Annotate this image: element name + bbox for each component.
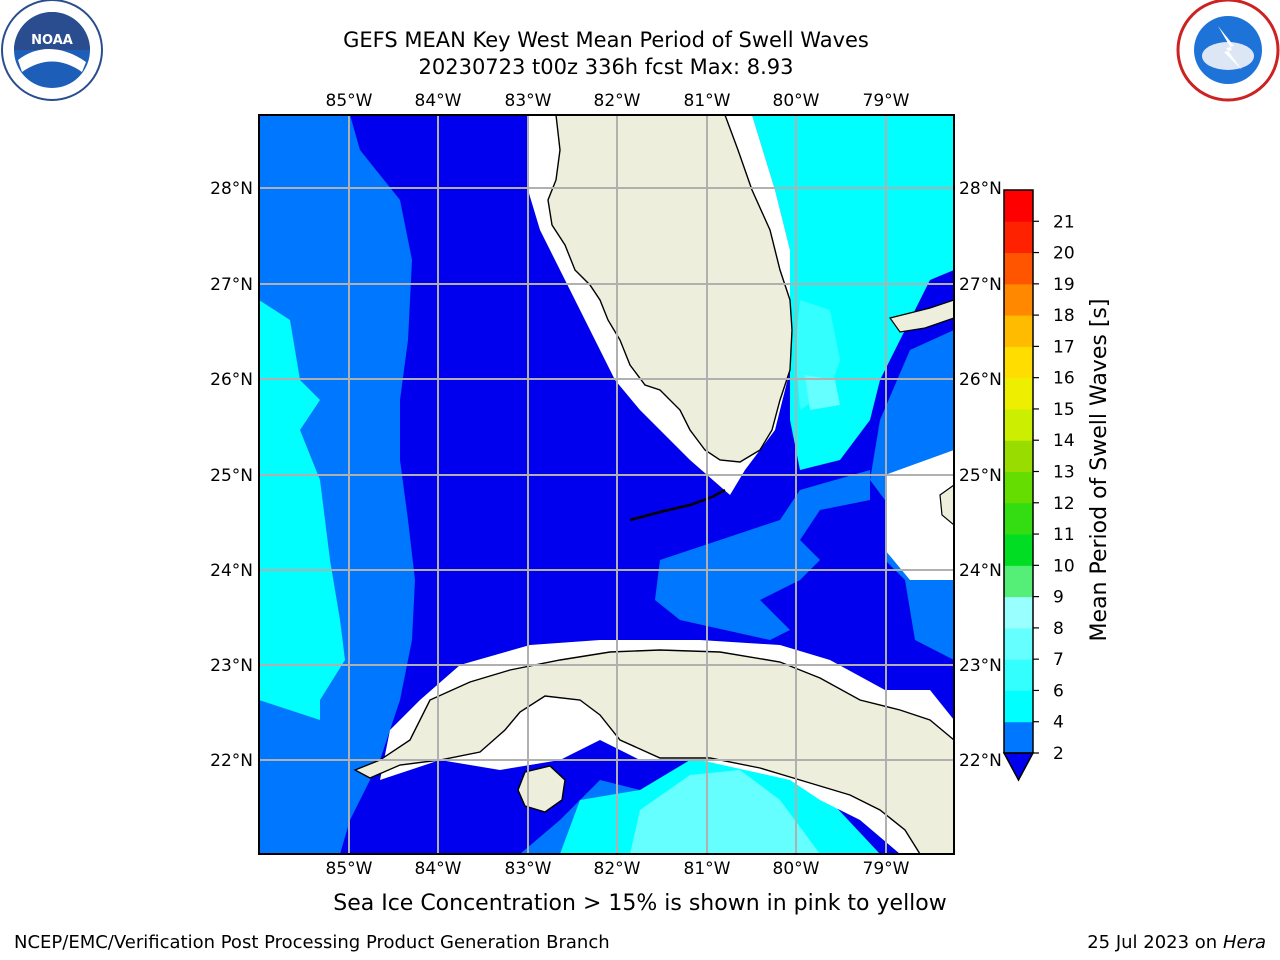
- contour-7-8s-south: [630, 770, 820, 854]
- colorbar-tick-label: 15: [1053, 400, 1075, 420]
- colorbar-tick-label: 11: [1053, 525, 1075, 545]
- colorbar-swatch: [1004, 283, 1033, 316]
- colorbar-swatch: [1004, 534, 1033, 566]
- date-text: 25 Jul 2023 on: [1087, 932, 1223, 953]
- colorbar-tick-label: 2: [1053, 744, 1064, 764]
- lat-tick-left: 24°N: [210, 561, 253, 581]
- lat-tick-left: 23°N: [210, 656, 253, 676]
- noaa-logo: NOAA: [1, 0, 103, 101]
- colorbar-tick-label: 16: [1053, 369, 1075, 389]
- colorbar-tick-label: 12: [1053, 494, 1075, 514]
- map-frame: [258, 114, 955, 855]
- colorbar-swatch: [1004, 502, 1033, 535]
- colorbar-swatch: [1004, 471, 1033, 504]
- colorbar-swatch: [1004, 721, 1033, 754]
- land-florida: [547, 115, 793, 463]
- colorbar-swatch: [1004, 221, 1033, 254]
- colorbar-tick-label: 17: [1053, 337, 1075, 357]
- colorbar-tick-label: 10: [1053, 556, 1075, 576]
- lat-tick-right: 22°N: [959, 751, 1002, 771]
- land-andros: [939, 484, 954, 526]
- date-stamp: 25 Jul 2023 on Hera: [1087, 932, 1266, 953]
- colorbar-swatch: [1004, 190, 1033, 222]
- colorbar-label: Mean Period of Swell Waves [s]: [1087, 299, 1112, 642]
- lat-tick-left: 25°N: [210, 466, 253, 486]
- lat-tick-left: 26°N: [210, 370, 253, 390]
- nws-logo: [1176, 0, 1280, 102]
- lat-tick-right: 26°N: [959, 370, 1002, 390]
- colorbar-swatch: [1004, 565, 1033, 598]
- colorbar-tick-label: 9: [1053, 588, 1064, 608]
- machine-name: Hera: [1222, 932, 1266, 953]
- lon-tick-bottom: 84°W: [415, 859, 462, 879]
- sea-ice-note: Sea Ice Concentration > 15% is shown in …: [333, 891, 947, 916]
- lon-tick-top: 82°W: [594, 91, 641, 111]
- lon-tick-bottom: 81°W: [684, 859, 731, 879]
- colorbar-tick-label: 13: [1053, 463, 1075, 483]
- lon-tick-top: 85°W: [326, 91, 373, 111]
- credit-line: NCEP/EMC/Verification Post Processing Pr…: [14, 932, 610, 953]
- lon-tick-bottom: 82°W: [594, 859, 641, 879]
- colorbar-swatch: [1004, 252, 1033, 285]
- lon-tick-top: 80°W: [773, 91, 820, 111]
- colorbar-extend-min: [1002, 752, 1035, 782]
- colorbar: 2 4 6 7 8 9 10 11 12 13 14 15 16 17 18 19 20 21: [1002, 189, 1075, 782]
- colorbar-tick-label: 19: [1053, 275, 1075, 295]
- lat-tick-right: 23°N: [959, 656, 1002, 676]
- lat-tick-right: 28°N: [959, 179, 1002, 199]
- lon-tick-top: 83°W: [505, 91, 552, 111]
- colorbar-swatch: [1004, 596, 1033, 629]
- land-cuba: [353, 649, 954, 854]
- lon-tick-bottom: 79°W: [863, 859, 910, 879]
- colorbar-tick-label: 14: [1053, 431, 1075, 451]
- colorbar-swatch: [1004, 346, 1033, 379]
- colorbar-swatch: [1004, 659, 1033, 691]
- colorbar-swatch: [1004, 377, 1033, 410]
- map-subtitle: 20230723 t00z 336h fcst Max: 8.93: [418, 55, 794, 79]
- contour-2-4s-straits: [655, 470, 870, 640]
- missing-data-bahamas: [885, 450, 954, 580]
- lon-tick-bottom: 80°W: [773, 859, 820, 879]
- lat-tick-right: 27°N: [959, 275, 1002, 295]
- noaa-logo-text: NOAA: [31, 33, 73, 48]
- colorbar-swatch: [1004, 440, 1033, 472]
- colorbar-tick-label: 18: [1053, 306, 1075, 326]
- colorbar-tick-label: 6: [1053, 681, 1064, 701]
- land-isla-juventud: [517, 765, 566, 813]
- lon-tick-bottom: 83°W: [505, 859, 552, 879]
- lat-tick-left: 28°N: [210, 179, 253, 199]
- colorbar-tick-label: 7: [1053, 650, 1064, 670]
- map-title: GEFS MEAN Key West Mean Period of Swell …: [343, 28, 869, 52]
- lat-tick-right: 24°N: [959, 561, 1002, 581]
- colorbar-tick-label: 21: [1053, 212, 1075, 232]
- land-florida-keys: [629, 488, 726, 522]
- contour-7-8s-east: [805, 375, 840, 410]
- lon-tick-bottom: 85°W: [326, 859, 373, 879]
- land-bahamas: [888, 299, 954, 333]
- colorbar-swatch: [1004, 408, 1033, 441]
- colorbar-swatch: [1004, 315, 1033, 347]
- graticule: [259, 115, 954, 854]
- lon-tick-top: 81°W: [684, 91, 731, 111]
- lon-tick-top: 79°W: [863, 91, 910, 111]
- colorbar-tick-label: 20: [1053, 244, 1075, 264]
- lat-tick-left: 22°N: [210, 751, 253, 771]
- map-plot-area: [259, 115, 954, 854]
- colorbar-swatch: [1004, 627, 1033, 660]
- lat-tick-left: 27°N: [210, 275, 253, 295]
- colorbar-swatch: [1004, 690, 1033, 723]
- lon-tick-top: 84°W: [415, 91, 462, 111]
- colorbar-tick-label: 4: [1053, 713, 1064, 733]
- colorbar-tick-label: 8: [1053, 619, 1064, 639]
- contour-4-6s-west: [259, 300, 345, 720]
- lat-tick-right: 25°N: [959, 466, 1002, 486]
